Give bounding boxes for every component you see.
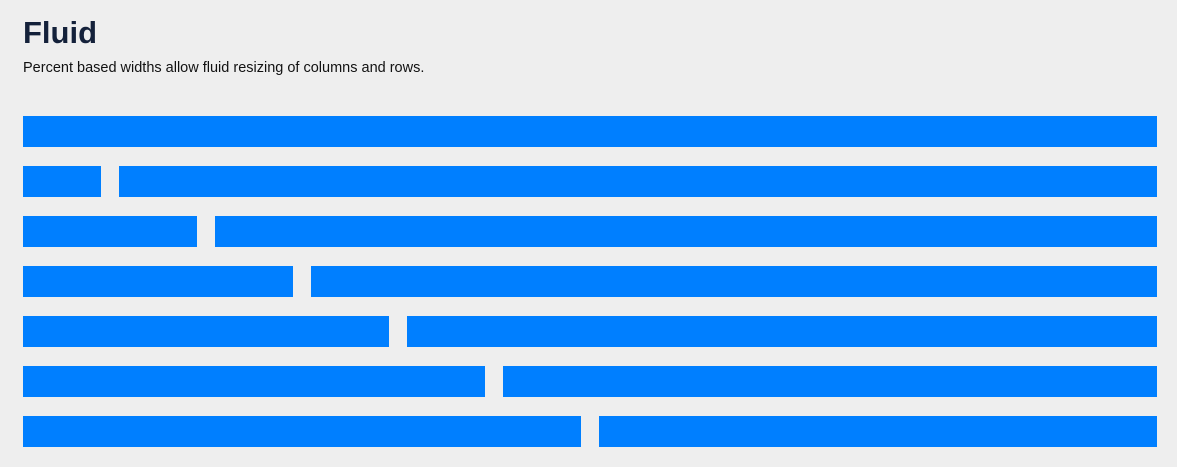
- grid-column: [407, 316, 1157, 347]
- grid-row: [23, 366, 1157, 397]
- grid-row: [23, 416, 1157, 447]
- grid-row: [23, 216, 1157, 247]
- grid-row: [23, 266, 1157, 297]
- grid-column: [599, 416, 1157, 447]
- page-title: Fluid: [23, 15, 98, 50]
- grid-column: [23, 266, 293, 297]
- page-description: Percent based widths allow fluid resizin…: [23, 60, 425, 77]
- grid-column: [23, 166, 101, 197]
- grid-column: [23, 366, 485, 397]
- grid-row: [23, 166, 1157, 197]
- grid-column: [119, 166, 1157, 197]
- grid-column: [215, 216, 1157, 247]
- fluid-grid: [23, 116, 1157, 466]
- grid-row: [23, 116, 1157, 147]
- grid-column: [23, 416, 581, 447]
- grid-column: [23, 216, 197, 247]
- grid-column: [311, 266, 1157, 297]
- grid-column: [23, 316, 389, 347]
- grid-column: [503, 366, 1157, 397]
- grid-column: [23, 116, 1157, 147]
- grid-row: [23, 316, 1157, 347]
